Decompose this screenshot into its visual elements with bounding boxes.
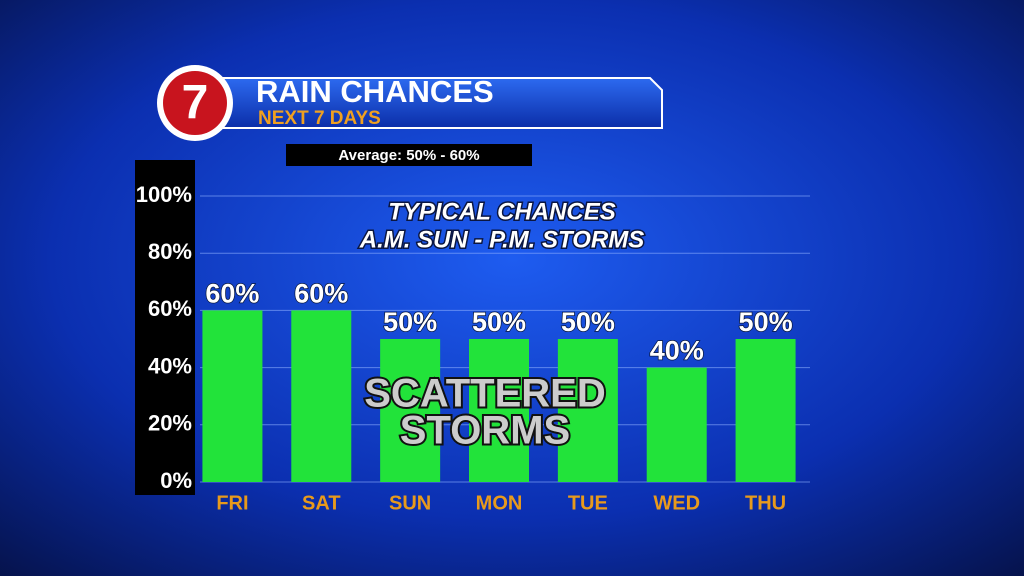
bar: [469, 339, 529, 482]
y-tick-label: 20%: [148, 411, 192, 436]
bar: [202, 310, 263, 482]
x-tick-label: SUN: [389, 492, 431, 514]
value-label: 50%: [739, 307, 793, 337]
x-tick-label: WED: [653, 492, 700, 514]
value-label: 40%: [650, 336, 704, 366]
logo: [163, 71, 227, 135]
y-tick-label: 100%: [136, 182, 192, 207]
value-label: 60%: [205, 279, 259, 309]
bar: [291, 310, 352, 482]
x-tick-label: TUE: [568, 492, 608, 514]
x-tick-label: SAT: [302, 492, 341, 514]
y-tick-label: 60%: [148, 296, 192, 321]
value-label: 50%: [561, 307, 615, 337]
logo-text: 7: [182, 77, 209, 130]
chart-subtitle: NEXT 7 DAYS: [258, 108, 381, 129]
axis-panel: [135, 160, 195, 495]
x-tick-label: THU: [745, 492, 786, 514]
annotation: A.M. SUN - P.M. STORMS: [359, 226, 644, 253]
value-label: 50%: [472, 307, 526, 337]
note: Average: 50% - 60%: [338, 147, 479, 164]
y-tick-label: 0%: [160, 468, 192, 493]
bar: [557, 339, 618, 482]
y-tick-label: 40%: [148, 353, 192, 378]
bar: [735, 339, 796, 482]
x-tick-label: FRI: [216, 492, 248, 514]
value-label: 50%: [383, 307, 437, 337]
bar: [380, 339, 441, 482]
bar: [646, 367, 707, 482]
chart-title: RAIN CHANCES: [256, 74, 494, 109]
value-label: 60%: [294, 279, 348, 309]
annotation: TYPICAL CHANCES: [388, 198, 616, 225]
annotation: SCATTERED: [364, 372, 605, 416]
x-tick-label: MON: [476, 492, 523, 514]
y-tick-label: 80%: [148, 239, 192, 264]
note-box: [286, 144, 532, 166]
annotation: STORMS: [400, 409, 570, 453]
